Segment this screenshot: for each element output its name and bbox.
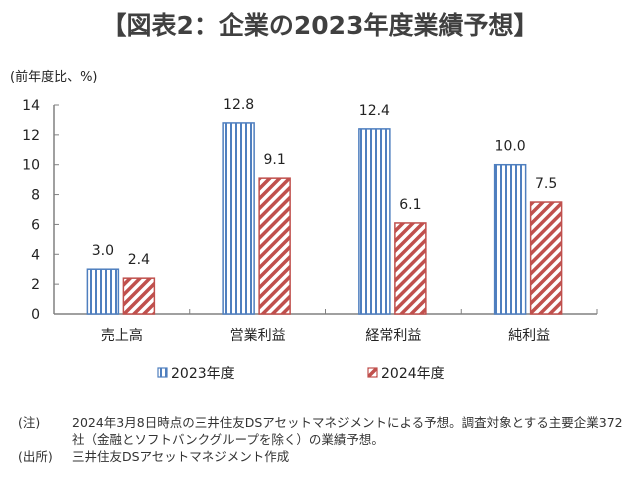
chart-title: 【図表2：企業の2023年度業績予想】 (101, 11, 539, 40)
source-row: (出所) 三井住友DSアセットマネジメント作成 (18, 448, 632, 465)
bar-2023 (222, 122, 255, 315)
data-label: 9.1 (263, 152, 285, 168)
bars (86, 122, 563, 315)
bar-2023 (493, 163, 527, 315)
bar-2024 (529, 201, 563, 315)
x-category-label: 売上高 (101, 327, 143, 344)
legend-label: 2023年度 (171, 366, 235, 382)
source-label: (出所) (18, 449, 53, 464)
data-label: 12.8 (223, 97, 254, 113)
y-tick-label: 12 (22, 128, 40, 144)
y-tick-label: 4 (31, 247, 40, 263)
legend: 2023年度 2024年度 (157, 366, 445, 382)
data-labels: 3.0 12.8 12.4 10.0 2.4 9.1 6.1 7.5 (92, 97, 558, 268)
x-category-label: 純利益 (508, 328, 550, 344)
data-label: 10.0 (495, 139, 526, 155)
data-label: 6.1 (399, 197, 421, 213)
note-text: 2024年3月8日時点の三井住友DSアセットマネジメントによる予想。調査対象とす… (72, 415, 623, 447)
data-label: 2.4 (128, 252, 150, 268)
legend-swatch-2023 (157, 367, 168, 378)
note-row: (注) 2024年3月8日時点の三井住友DSアセットマネジメントによる予想。調査… (18, 414, 632, 448)
note-label: (注) (18, 415, 41, 430)
legend-swatch-2024 (367, 367, 378, 378)
notes: (注) 2024年3月8日時点の三井住友DSアセットマネジメントによる予想。調査… (18, 414, 632, 465)
bar-2023 (358, 128, 391, 315)
x-category-label: 営業利益 (230, 328, 286, 344)
y-tick-label: 6 (31, 217, 40, 233)
axes: 0 2 4 6 8 10 12 14 売上高 営業利益 経常利益 純利益 (22, 98, 598, 344)
legend-label: 2024年度 (381, 366, 445, 382)
bar-2024 (394, 222, 427, 315)
y-tick-label: 14 (22, 98, 40, 114)
x-category-label: 経常利益 (365, 328, 421, 344)
bar-2024 (258, 177, 291, 315)
bar-2023 (86, 268, 120, 315)
y-tick-label: 2 (31, 277, 40, 293)
y-tick-label: 0 (31, 307, 40, 323)
y-tick-label: 10 (22, 158, 40, 174)
bar-2024 (122, 277, 156, 315)
source-text: 三井住友DSアセットマネジメント作成 (72, 449, 290, 464)
data-label: 3.0 (92, 243, 114, 259)
y-tick-label: 8 (31, 188, 40, 204)
data-label: 12.4 (359, 103, 390, 119)
bar-chart: 0 2 4 6 8 10 12 14 売上高 営業利益 経常利益 純利益 3.0 12.8 12.4 10.… (22, 97, 598, 382)
data-label: 7.5 (535, 176, 557, 192)
y-axis-unit-label: (前年度比、%) (10, 70, 98, 85)
